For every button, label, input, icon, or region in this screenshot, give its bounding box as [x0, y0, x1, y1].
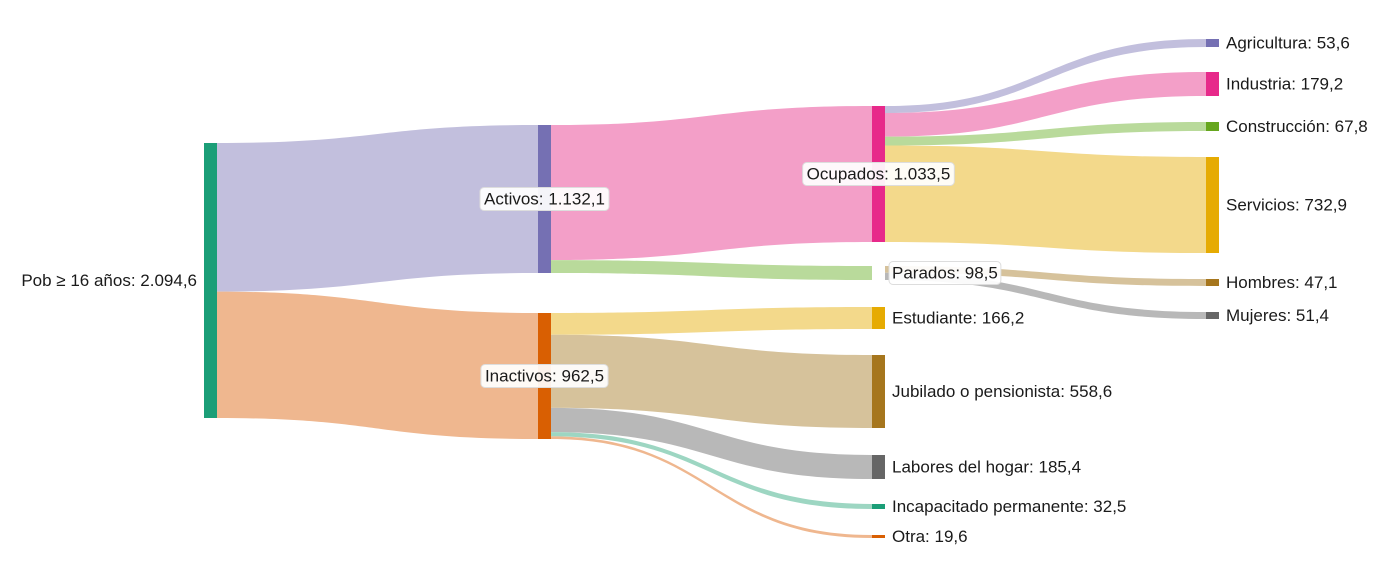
- node-industria: [1206, 72, 1219, 96]
- node-label-text-ocupados: Ocupados: 1.033,5: [807, 165, 951, 184]
- node-label-text-parados: Parados: 98,5: [892, 264, 998, 283]
- link-inactivos-estudiante: [551, 307, 872, 335]
- node-label-text-labores: Labores del hogar: 185,4: [892, 458, 1081, 477]
- link-pob-activos: [217, 125, 538, 292]
- link-inactivos-jubilado: [551, 334, 872, 428]
- link-inactivos-incapacitado: [551, 432, 872, 509]
- node-label-text-industria: Industria: 179,2: [1226, 75, 1343, 94]
- node-construccion: [1206, 122, 1219, 131]
- link-ocupados-industria: [885, 72, 1206, 137]
- node-label-text-inactivos: Inactivos: 962,5: [485, 367, 604, 386]
- node-label-text-mujeres: Mujeres: 51,4: [1226, 306, 1329, 325]
- node-label-activos: Activos: 1.132,1: [479, 187, 610, 211]
- node-pob: [204, 143, 217, 418]
- link-inactivos-otra: [551, 436, 872, 538]
- labels-layer: Pob ≥ 16 años: 2.094,6 Activos: 1.132,1 In…: [21, 34, 1367, 547]
- node-label-inactivos: Inactivos: 962,5: [480, 364, 609, 388]
- node-label-labores: Labores del hogar: 185,4: [892, 458, 1081, 477]
- node-label-bg-activos: [479, 187, 610, 211]
- link-pob-inactivos: [217, 291, 538, 439]
- node-estudiante: [872, 307, 885, 329]
- node-label-hombres: Hombres: 47,1: [1226, 273, 1338, 292]
- node-label-ocupados: Ocupados: 1.033,5: [802, 162, 955, 186]
- node-label-bg-ocupados: [802, 162, 955, 186]
- node-label-bg-inactivos: [480, 364, 609, 388]
- node-label-pob: Pob ≥ 16 años: 2.094,6: [21, 271, 197, 290]
- node-label-industria: Industria: 179,2: [1226, 75, 1343, 94]
- link-inactivos-labores: [551, 407, 872, 479]
- node-label-construccion: Construcción: 67,8: [1226, 117, 1368, 136]
- node-jubilado: [872, 355, 885, 428]
- links-layer: [217, 39, 1206, 538]
- link-ocupados-agricultura: [885, 39, 1206, 114]
- node-label-text-incapacitado: Incapacitado permanente: 32,5: [892, 497, 1126, 516]
- node-label-servicios: Servicios: 732,9: [1226, 196, 1347, 215]
- node-parados: [872, 266, 885, 280]
- node-label-text-agricultura: Agricultura: 53,6: [1226, 34, 1350, 53]
- node-label-otra: Otra: 19,6: [892, 527, 968, 546]
- node-label-estudiante: Estudiante: 166,2: [892, 309, 1024, 328]
- node-incapacitado: [872, 504, 885, 509]
- node-label-text-jubilado: Jubilado o pensionista: 558,6: [892, 382, 1112, 401]
- node-label-parados: Parados: 98,5: [888, 261, 1002, 285]
- node-mujeres: [1206, 312, 1219, 319]
- link-ocupados-servicios: [885, 145, 1206, 253]
- node-agricultura: [1206, 39, 1219, 47]
- node-label-mujeres: Mujeres: 51,4: [1226, 306, 1329, 325]
- node-labores: [872, 455, 885, 479]
- link-parados-mujeres: [885, 272, 1206, 319]
- node-label-text-hombres: Hombres: 47,1: [1226, 273, 1338, 292]
- node-servicios: [1206, 157, 1219, 253]
- node-label-text-estudiante: Estudiante: 166,2: [892, 309, 1024, 328]
- node-otra: [872, 535, 885, 538]
- link-activos-ocupados: [551, 106, 872, 261]
- node-label-agricultura: Agricultura: 53,6: [1226, 34, 1350, 53]
- node-label-text-activos: Activos: 1.132,1: [484, 190, 605, 209]
- node-label-bg-parados: [888, 261, 1002, 285]
- node-label-text-pob: Pob ≥ 16 años: 2.094,6: [21, 271, 197, 290]
- link-ocupados-construccion: [885, 122, 1206, 146]
- node-hombres: [1206, 279, 1219, 286]
- node-label-jubilado: Jubilado o pensionista: 558,6: [892, 382, 1112, 401]
- node-label-incapacitado: Incapacitado permanente: 32,5: [892, 497, 1126, 516]
- node-label-text-otra: Otra: 19,6: [892, 527, 968, 546]
- node-label-text-construccion: Construcción: 67,8: [1226, 117, 1368, 136]
- node-label-text-servicios: Servicios: 732,9: [1226, 196, 1347, 215]
- link-activos-parados: [551, 260, 872, 280]
